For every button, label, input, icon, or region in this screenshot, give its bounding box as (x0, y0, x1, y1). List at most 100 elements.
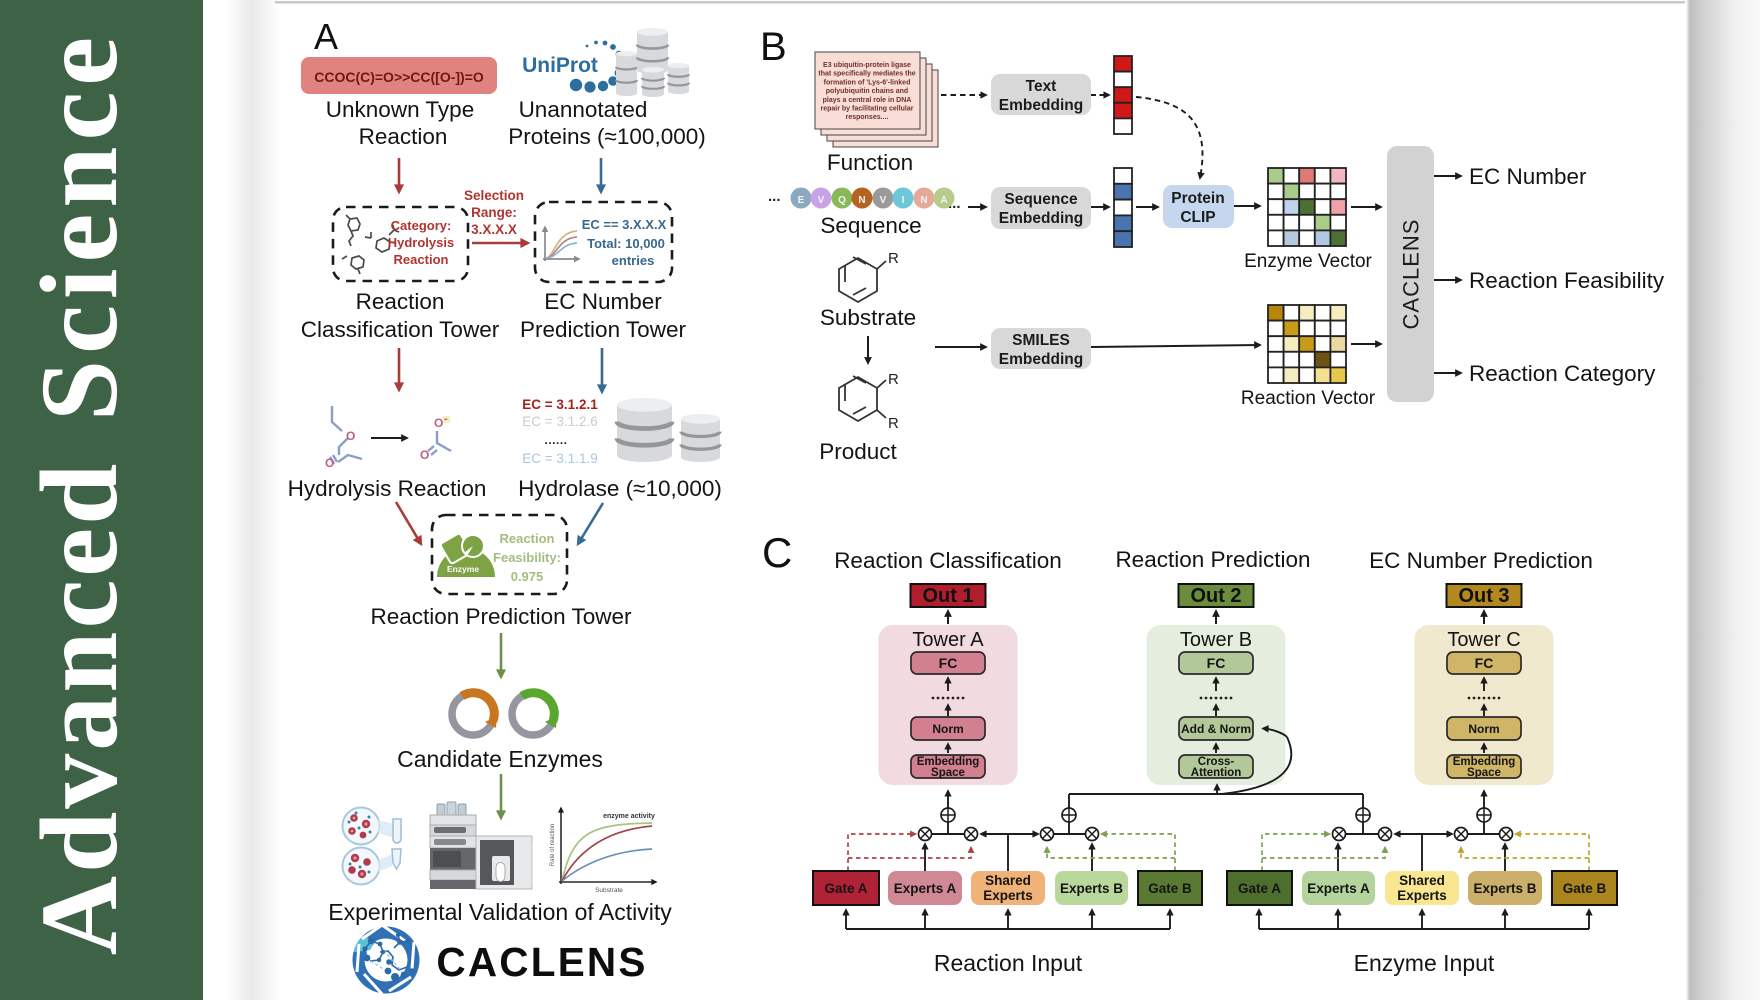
svg-text:3.X.X.X: 3.X.X.X (471, 222, 517, 237)
svg-text:Substrate: Substrate (595, 887, 623, 894)
svg-text:R: R (888, 371, 899, 388)
svg-text:Sequence: Sequence (1004, 191, 1078, 208)
svg-text:......: ...... (544, 433, 567, 447)
svg-text:repair by facilitating cellula: repair by facilitating cellular (821, 106, 914, 113)
svg-text:Feasibility:: Feasibility: (493, 550, 561, 565)
svg-text:Embedding: Embedding (1453, 756, 1516, 768)
svg-text:Shared: Shared (985, 873, 1031, 888)
svg-text:entries: entries (612, 253, 655, 268)
svg-text:EC == 3.X.X.X: EC == 3.X.X.X (582, 217, 667, 232)
svg-text:Add & Norm: Add & Norm (1181, 722, 1251, 736)
svg-text:FC: FC (1475, 655, 1494, 671)
svg-text:Experimental Validation of Act: Experimental Validation of Activity (328, 899, 672, 925)
svg-text:that specifically mediates the: that specifically mediates the (818, 71, 915, 78)
svg-text:Tower C: Tower C (1447, 629, 1520, 651)
svg-text:enzyme activity: enzyme activity (603, 813, 655, 820)
svg-text:polyubiquitin chains and: polyubiquitin chains and (826, 88, 908, 95)
svg-text:R: R (888, 250, 899, 267)
svg-text:Reaction Classification: Reaction Classification (834, 548, 1062, 573)
svg-text:V: V (880, 195, 887, 206)
svg-text:plays a central role in DNA: plays a central role in DNA (823, 97, 912, 104)
svg-text:A: A (940, 195, 947, 206)
svg-text:CACLENS: CACLENS (436, 939, 647, 985)
svg-text:Attention: Attention (1191, 767, 1241, 779)
svg-text:formation of 'Lys-6'-linked: formation of 'Lys-6'-linked (824, 79, 911, 86)
svg-text:Tower B: Tower B (1180, 629, 1252, 651)
svg-text:I: I (902, 195, 905, 206)
svg-text:Proteins (≈100,000): Proteins (≈100,000) (508, 124, 705, 149)
svg-text:...: ... (768, 188, 781, 205)
svg-text:Protein: Protein (1171, 190, 1224, 207)
svg-text:Text: Text (1026, 78, 1057, 95)
svg-text:O: O (325, 456, 334, 470)
svg-text:A: A (314, 16, 338, 57)
svg-text:Norm: Norm (1468, 722, 1499, 736)
svg-text:UniProt: UniProt (522, 54, 598, 77)
svg-text:EC = 3.1.2.1: EC = 3.1.2.1 (522, 397, 598, 412)
svg-text:Unannotated: Unannotated (519, 97, 648, 122)
svg-text:Unknown Type: Unknown Type (326, 97, 474, 122)
svg-text:E3 ubiquitin-protein ligase: E3 ubiquitin-protein ligase (823, 62, 911, 69)
svg-text:Reaction Prediction Tower: Reaction Prediction Tower (371, 604, 632, 629)
svg-text:Space: Space (1467, 767, 1501, 779)
svg-text:-: - (444, 413, 448, 425)
svg-text:Substrate: Substrate (820, 305, 916, 330)
svg-text:Embedding: Embedding (917, 756, 980, 768)
svg-text:SMILES: SMILES (1012, 332, 1070, 349)
svg-text:Reaction Category: Reaction Category (1469, 361, 1656, 386)
svg-text:CCOC(C)=O>>CC([O-])=O: CCOC(C)=O>>CC([O-])=O (314, 69, 484, 85)
svg-text:Sequence: Sequence (820, 213, 921, 238)
svg-text:R: R (888, 415, 899, 432)
svg-text:EC Number: EC Number (544, 289, 662, 314)
svg-text:C: C (762, 529, 792, 576)
svg-text:Hydrolase (≈10,000): Hydrolase (≈10,000) (518, 476, 722, 501)
svg-text:0.975: 0.975 (511, 569, 544, 584)
svg-text:Tower A: Tower A (912, 629, 984, 651)
svg-text:B: B (760, 25, 787, 69)
svg-text:E: E (798, 195, 805, 206)
svg-text:EC = 3.1.1.9: EC = 3.1.1.9 (522, 451, 597, 466)
svg-text:Total: 10,000: Total: 10,000 (587, 236, 665, 251)
svg-text:Embedding: Embedding (999, 351, 1083, 368)
svg-text:Reaction: Reaction (500, 531, 555, 546)
svg-text:Reaction Prediction: Reaction Prediction (1115, 547, 1310, 572)
svg-text:V: V (818, 195, 825, 206)
svg-text:Reaction: Reaction (356, 289, 445, 314)
svg-text:Gate B: Gate B (1148, 881, 1192, 896)
svg-text:Reaction Input: Reaction Input (934, 950, 1083, 976)
svg-text:Out 3: Out 3 (1458, 585, 1509, 607)
svg-text:Category:: Category: (391, 218, 452, 233)
svg-text:Rate of reaction: Rate of reaction (550, 824, 556, 866)
svg-text:CACLENS: CACLENS (1399, 219, 1424, 330)
svg-text:Norm: Norm (932, 722, 963, 736)
svg-text:Experts B: Experts B (1473, 881, 1536, 896)
svg-text:Embedding: Embedding (999, 210, 1083, 227)
svg-text:Space: Space (931, 767, 965, 779)
svg-text:Gate B: Gate B (1563, 881, 1607, 896)
svg-text:Science: Science (18, 31, 140, 421)
svg-text:EC = 3.1.2.6: EC = 3.1.2.6 (522, 414, 597, 429)
svg-text:CLIP: CLIP (1180, 209, 1215, 226)
svg-text:Experts: Experts (983, 888, 1033, 903)
svg-text:Gate A: Gate A (1238, 881, 1281, 896)
svg-text:EC Number: EC Number (1469, 164, 1587, 189)
svg-text:Shared: Shared (1399, 873, 1445, 888)
svg-text:Advanced: Advanced (18, 461, 140, 956)
svg-text:Embedding: Embedding (999, 97, 1083, 114)
svg-text:FC: FC (1207, 655, 1226, 671)
svg-text:O: O (434, 416, 443, 430)
svg-text:Enzyme Input: Enzyme Input (1354, 950, 1495, 976)
svg-text:Cross-: Cross- (1198, 756, 1235, 768)
svg-text:Product: Product (819, 439, 897, 464)
svg-text:Experts A: Experts A (894, 881, 957, 896)
svg-text:Candidate Enzymes: Candidate Enzymes (397, 746, 603, 772)
svg-text:Experts: Experts (1397, 888, 1447, 903)
svg-text:Hydrolysis Reaction: Hydrolysis Reaction (288, 476, 487, 501)
svg-text:Enzyme: Enzyme (447, 564, 479, 574)
svg-text:Prediction Tower: Prediction Tower (520, 317, 686, 342)
svg-text:Reaction: Reaction (359, 124, 448, 149)
svg-text:Classification Tower: Classification Tower (301, 317, 500, 342)
svg-text:Experts B: Experts B (1060, 881, 1123, 896)
svg-text:O: O (420, 448, 429, 462)
svg-text:Function: Function (827, 150, 913, 175)
